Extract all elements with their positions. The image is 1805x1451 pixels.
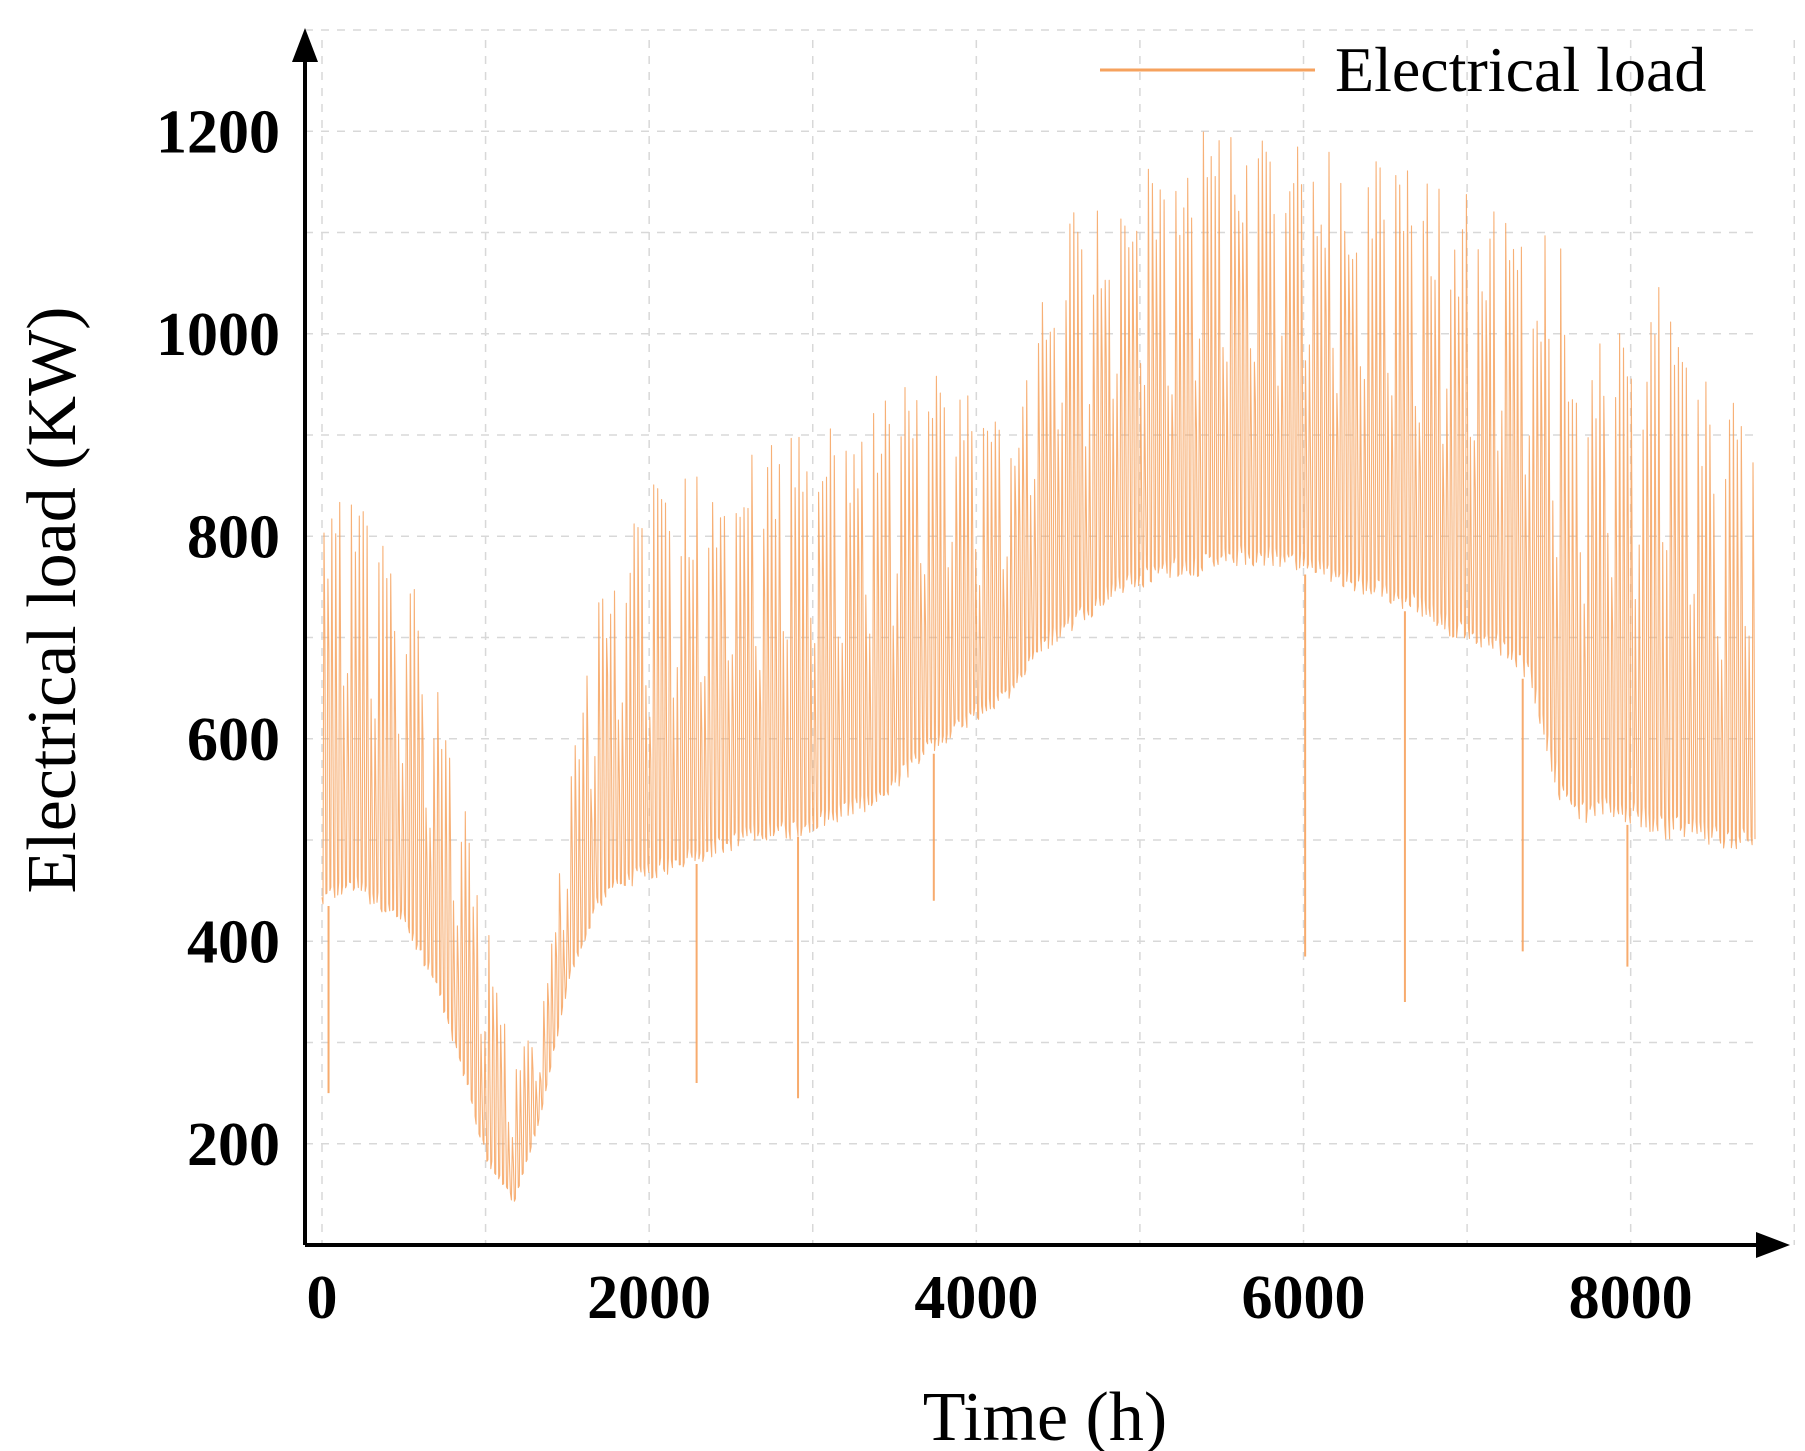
y-tick-label: 600 [187, 706, 280, 774]
y-axis-title: Electrical load (KW) [14, 307, 91, 894]
x-tick-label: 4000 [914, 1264, 1038, 1332]
series-electrical-load [321, 131, 1756, 1202]
y-tick-label: 800 [187, 503, 280, 571]
x-tick-label: 0 [307, 1264, 338, 1332]
y-tick-label: 400 [187, 908, 280, 976]
y-tick-label: 1200 [156, 98, 280, 166]
grid-lines [305, 29, 1796, 1245]
legend-label-electrical-load: Electrical load [1335, 34, 1706, 105]
x-tick-label: 2000 [587, 1264, 711, 1332]
x-axis-arrow [1756, 1232, 1790, 1258]
y-tick-label: 200 [187, 1111, 280, 1179]
series-line-electrical-load [321, 131, 1756, 1202]
tick-labels: 0 2000 4000 6000 8000 200 400 600 800 1000 1200 [156, 98, 1693, 1332]
x-tick-label: 6000 [1242, 1264, 1366, 1332]
legend: Electrical load [1100, 34, 1706, 105]
y-axis-arrow [292, 28, 318, 62]
y-tick-label: 1000 [156, 301, 280, 369]
x-axis-title: Time (h) [923, 1379, 1167, 1451]
x-tick-label: 8000 [1569, 1264, 1693, 1332]
